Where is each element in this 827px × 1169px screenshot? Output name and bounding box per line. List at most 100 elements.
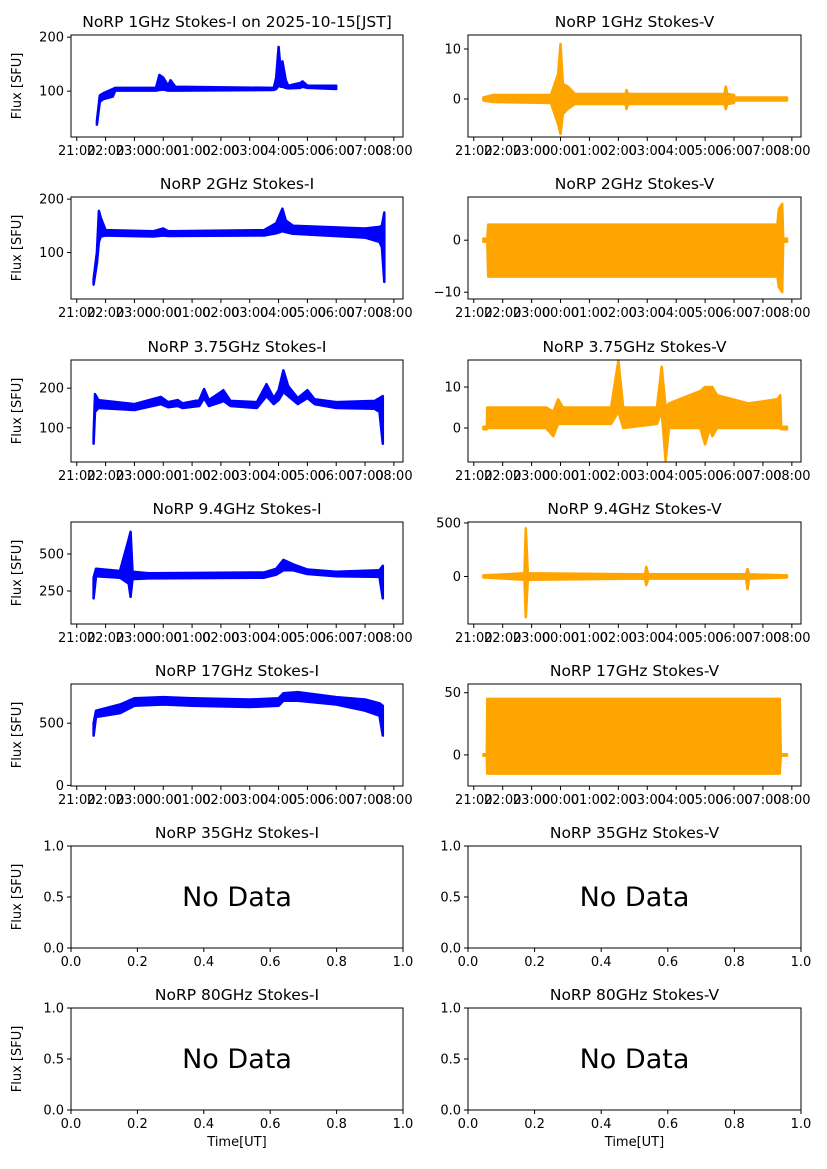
x-tick-label: 0.2 [127, 955, 148, 970]
x-tick-label: 03:00 [629, 144, 666, 159]
y-tick-label: 50 [444, 686, 461, 701]
x-tick-label: 05:00 [289, 631, 326, 646]
data-series [482, 42, 789, 136]
y-axis-label: Flux [SFU] [10, 864, 25, 931]
x-tick-label: 22:00 [484, 469, 521, 484]
x-tick-label: 08:00 [773, 631, 810, 646]
x-tick-label: 22:00 [484, 793, 521, 808]
x-tick-label: 21:00 [455, 793, 492, 808]
x-tick-label: 23:00 [513, 793, 550, 808]
y-tick-label: 0 [453, 93, 461, 108]
x-tick-label: 06:00 [317, 306, 354, 321]
x-tick-label: 23:00 [513, 144, 550, 159]
x-tick-label: 01:00 [571, 306, 608, 321]
y-axis-label: Flux [SFU] [10, 540, 25, 607]
x-tick-label: 00:00 [542, 469, 579, 484]
y-tick-label: 1.0 [43, 840, 64, 855]
x-tick-label: 21:00 [58, 306, 95, 321]
y-tick-label: 0 [453, 748, 461, 763]
x-tick-label: 08:00 [375, 469, 412, 484]
x-tick-label: 00:00 [542, 793, 579, 808]
x-tick-label: 07:00 [744, 306, 781, 321]
subplot-13: No Data NoRP 80GHz Stokes-V 0.0 0.5 1.0 0.0 0.… [440, 986, 811, 1150]
subplot-title: NoRP 80GHz Stokes-I [155, 986, 319, 1004]
axes-frame [70, 34, 404, 138]
x-tick-label: 05:00 [289, 469, 326, 484]
x-tick-label: 22:00 [87, 306, 124, 321]
x-tick-label: 01:00 [173, 144, 210, 159]
x-tick-label: 02:00 [600, 306, 637, 321]
x-tick-label: 04:00 [657, 144, 694, 159]
x-tick-label: 0.8 [724, 955, 745, 970]
x-tick-label: 04:00 [260, 306, 297, 321]
x-tick-label: 1.0 [791, 955, 812, 970]
x-tick-label: 00:00 [542, 306, 579, 321]
y-tick-label: 0.5 [43, 891, 64, 906]
x-tick-label: 06:00 [715, 306, 752, 321]
x-tick-label: 22:00 [87, 469, 124, 484]
x-tick-label: 22:00 [87, 631, 124, 646]
y-tick-label: 0 [453, 422, 461, 437]
subplot-9: NoRP 17GHz Stokes-V 0 50 21:0022:0023:0000:… [444, 662, 810, 808]
x-tick-label: 21:00 [455, 469, 492, 484]
x-tick-label: 07:00 [744, 793, 781, 808]
y-tick-label: 500 [39, 717, 64, 732]
x-tick-label: 23:00 [116, 793, 153, 808]
axes-frame [70, 359, 404, 463]
axes-frame [467, 359, 802, 463]
x-tick-label: 08:00 [375, 631, 412, 646]
x-tick-label: 03:00 [629, 793, 666, 808]
subplot-8: NoRP 17GHz Stokes-I 0 500 21:0022:0023:0000… [10, 662, 413, 808]
x-tick-label: 08:00 [773, 793, 810, 808]
x-tick-label: 00:00 [145, 793, 182, 808]
x-tick-label: 01:00 [173, 793, 210, 808]
x-tick-label: 02:00 [600, 631, 637, 646]
x-tick-label: 02:00 [202, 144, 239, 159]
x-tick-label: 03:00 [629, 631, 666, 646]
x-tick-label: 08:00 [375, 306, 412, 321]
x-tick-label: 06:00 [317, 144, 354, 159]
x-tick-label: 05:00 [686, 631, 723, 646]
x-tick-label: 22:00 [484, 144, 521, 159]
x-tick-label: 04:00 [260, 469, 297, 484]
x-tick-label: 04:00 [260, 793, 297, 808]
no-data-label: No Data [182, 882, 292, 913]
x-tick-label: 23:00 [116, 144, 153, 159]
x-tick-label: 21:00 [58, 793, 95, 808]
y-tick-label: 0.0 [43, 1104, 64, 1119]
y-tick-label: −10 [434, 286, 461, 301]
x-tick-label: 0.4 [193, 1117, 214, 1132]
axes-frame [70, 521, 404, 625]
axes-frame [70, 683, 404, 787]
x-tick-label: 0.0 [61, 955, 82, 970]
x-tick-label: 0.2 [524, 1117, 545, 1132]
y-tick-label: 1.0 [43, 1002, 64, 1017]
x-tick-label: 06:00 [715, 631, 752, 646]
x-tick-label: 22:00 [484, 631, 521, 646]
subplot-3: NoRP 2GHz Stokes-V −10 0 21:0022:0023:0000:… [434, 175, 811, 321]
x-axis-label: Time[UT] [604, 1135, 664, 1150]
data-series [92, 690, 385, 737]
subplot-6: NoRP 9.4GHz Stokes-I 250 500 21:0022:0023:0… [10, 500, 413, 646]
x-tick-label: 01:00 [173, 306, 210, 321]
axes-frame [467, 34, 802, 138]
x-tick-label: 07:00 [744, 631, 781, 646]
x-tick-label: 21:00 [58, 144, 95, 159]
x-tick-label: 07:00 [346, 306, 383, 321]
x-tick-label: 05:00 [289, 306, 326, 321]
data-series [482, 359, 789, 463]
x-tick-label: 0.8 [724, 1117, 745, 1132]
subplot-5: NoRP 3.75GHz Stokes-V01021:0022:0023:000… [444, 338, 810, 484]
x-tick-label: 0.4 [591, 955, 612, 970]
x-tick-label: 02:00 [202, 469, 239, 484]
x-tick-label: 06:00 [715, 469, 752, 484]
x-tick-label: 07:00 [346, 469, 383, 484]
x-tick-label: 03:00 [231, 144, 268, 159]
x-tick-label: 05:00 [289, 144, 326, 159]
x-tick-label: 04:00 [260, 144, 297, 159]
x-tick-label: 01:00 [173, 631, 210, 646]
y-axis-label: Flux [SFU] [10, 702, 25, 769]
data-series [92, 530, 385, 600]
y-tick-label: 0.0 [440, 1104, 461, 1119]
x-tick-label: 00:00 [145, 631, 182, 646]
